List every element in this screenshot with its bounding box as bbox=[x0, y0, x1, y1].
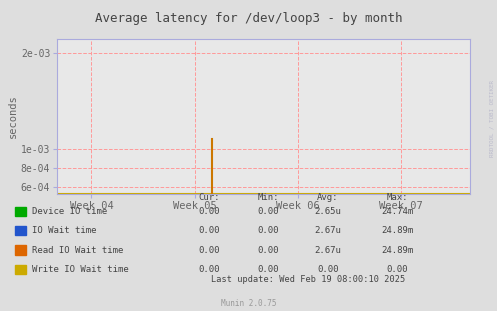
Text: 0.00: 0.00 bbox=[198, 265, 220, 274]
Text: 0.00: 0.00 bbox=[257, 207, 279, 216]
Text: 0.00: 0.00 bbox=[257, 226, 279, 235]
Text: 2.67u: 2.67u bbox=[315, 226, 341, 235]
Text: 0.00: 0.00 bbox=[198, 226, 220, 235]
Text: Read IO Wait time: Read IO Wait time bbox=[32, 246, 123, 254]
Y-axis label: seconds: seconds bbox=[8, 95, 18, 138]
Text: Last update: Wed Feb 19 08:00:10 2025: Last update: Wed Feb 19 08:00:10 2025 bbox=[211, 276, 405, 285]
Text: 2.67u: 2.67u bbox=[315, 246, 341, 254]
Text: 0.00: 0.00 bbox=[198, 246, 220, 254]
Text: Avg:: Avg: bbox=[317, 193, 339, 202]
Text: Average latency for /dev/loop3 - by month: Average latency for /dev/loop3 - by mont… bbox=[95, 12, 402, 26]
Text: 0.00: 0.00 bbox=[257, 265, 279, 274]
Text: 24.89m: 24.89m bbox=[382, 226, 414, 235]
Text: Write IO Wait time: Write IO Wait time bbox=[32, 265, 129, 274]
Text: 24.74m: 24.74m bbox=[382, 207, 414, 216]
Text: Device IO time: Device IO time bbox=[32, 207, 107, 216]
Text: Min:: Min: bbox=[257, 193, 279, 202]
Text: Munin 2.0.75: Munin 2.0.75 bbox=[221, 299, 276, 308]
Text: RRDTOOL / TOBI OETIKER: RRDTOOL / TOBI OETIKER bbox=[490, 80, 495, 157]
Text: 0.00: 0.00 bbox=[317, 265, 339, 274]
Text: IO Wait time: IO Wait time bbox=[32, 226, 96, 235]
Text: 24.89m: 24.89m bbox=[382, 246, 414, 254]
Text: 0.00: 0.00 bbox=[198, 207, 220, 216]
Text: 0.00: 0.00 bbox=[257, 246, 279, 254]
Text: Cur:: Cur: bbox=[198, 193, 220, 202]
Text: 0.00: 0.00 bbox=[387, 265, 409, 274]
Text: 2.65u: 2.65u bbox=[315, 207, 341, 216]
Text: Max:: Max: bbox=[387, 193, 409, 202]
